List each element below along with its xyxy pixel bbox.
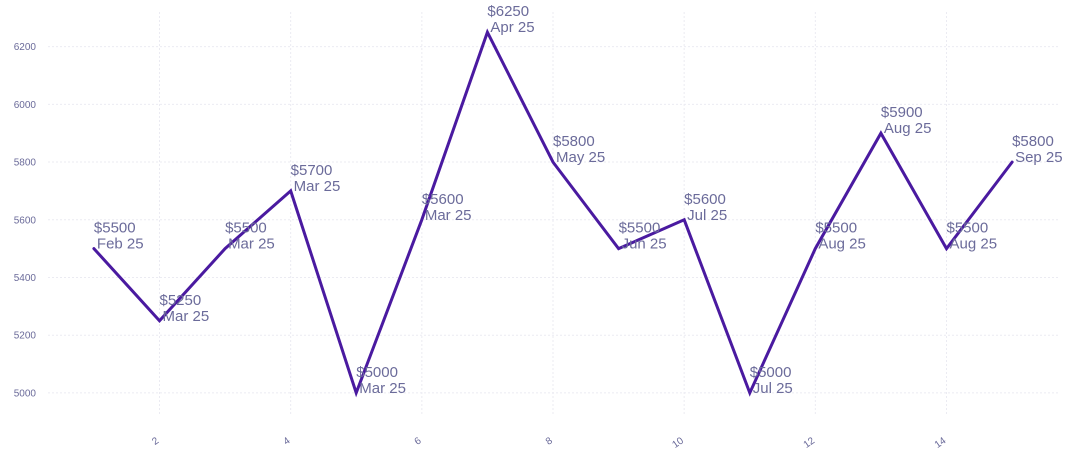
data-label-date: Mar 25 [294,178,341,195]
series [92,28,1014,398]
data-label-value: $5000 [356,364,398,381]
data-label-value: $5600 [422,191,464,208]
x-axis: 2 4 6 8 10 12 14 [150,435,948,451]
data-label-value: $5900 [881,104,923,121]
data-label-date: Jun 25 [622,236,667,253]
data-label-value: $5000 [750,364,792,381]
data-label-value: $5800 [1012,133,1054,150]
data-label-value: $5500 [225,220,267,237]
data-label-value: $5800 [553,133,595,150]
data-label-date: Aug 25 [818,236,866,253]
data-label-value: $5500 [815,220,857,237]
data-label-date: Feb 25 [97,236,144,253]
data-label-date: Jul 25 [753,380,793,397]
data-label-date: Jul 25 [687,207,727,224]
y-tick-label-4: 5800 [14,158,37,169]
y-tick-label-0: 5000 [14,388,37,399]
x-tick-label-1: 4 [282,435,293,447]
data-label-value: $5700 [291,162,333,179]
data-label-date: Aug 25 [950,236,998,253]
data-label-date: May 25 [556,149,605,166]
data-label-date: Mar 25 [425,207,472,224]
data-label-date: Mar 25 [162,308,209,325]
data-label-value: $5500 [947,220,989,237]
data-label-date: Mar 25 [228,236,275,253]
x-tick-label-4: 10 [670,435,686,451]
data-label-value: $5250 [159,292,201,309]
y-tick-label-5: 6000 [14,100,37,111]
x-tick-label-5: 12 [802,435,818,451]
data-label-date: Sep 25 [1015,149,1063,166]
data-label-value: $6250 [487,3,529,20]
series-line-0 [92,28,1014,398]
x-tick-label-3: 8 [544,435,555,447]
grid [48,12,1058,416]
data-label-date: Aug 25 [884,120,932,137]
x-tick-label-0: 2 [150,435,161,447]
data-label-value: $5500 [94,220,136,237]
data-label-value: $5500 [619,220,661,237]
y-axis: 5000 5200 5400 5600 5800 6000 6200 [14,42,37,399]
x-tick-label-2: 6 [413,435,424,447]
y-tick-label-1: 5200 [14,331,37,342]
data-label-value: $5600 [684,191,726,208]
x-tick-label-6: 14 [933,435,949,451]
y-tick-label-2: 5400 [14,273,37,284]
data-label-date: Apr 25 [490,19,534,36]
y-tick-label-3: 5600 [14,215,37,226]
y-tick-label-6: 6200 [14,42,37,53]
data-label-date: Mar 25 [359,380,406,397]
